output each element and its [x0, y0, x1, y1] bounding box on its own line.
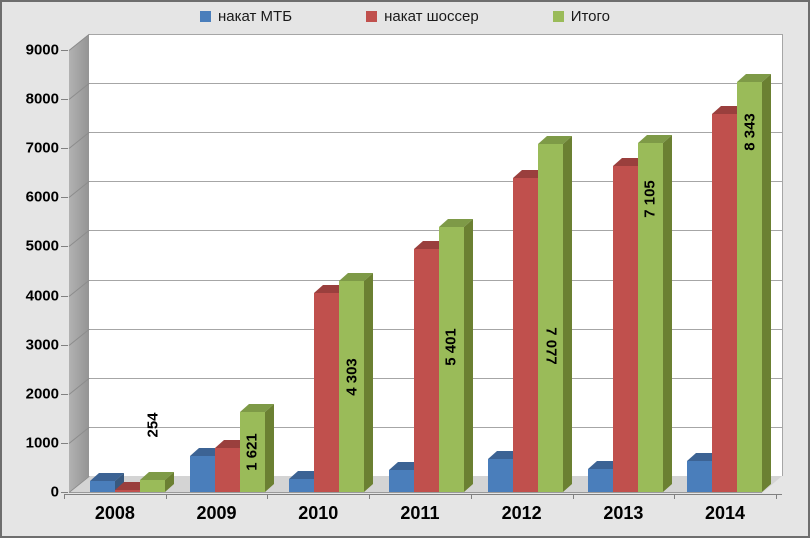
y-axis-tick [61, 246, 68, 248]
x-axis-tick [470, 494, 472, 499]
bar-2011-series2 [438, 218, 473, 492]
gridline [89, 181, 782, 183]
x-axis-label: 2008 [94, 503, 135, 523]
x-axis-label: 2011 [400, 503, 440, 523]
y-axis-tick [61, 148, 68, 150]
y-axis-label: 3000 [25, 336, 59, 354]
legend-label: Итого [570, 8, 611, 25]
legend-label: накат шоссер [384, 8, 479, 25]
y-axis-label: 4000 [25, 287, 59, 305]
y-axis-tick [61, 197, 68, 199]
legend-swatch-icon [366, 11, 378, 22]
bar-data-label: 4 303 [343, 357, 360, 396]
bar-2012-series0 [488, 450, 523, 492]
y-axis-label: 9000 [25, 41, 59, 59]
bar-2014-series2 [737, 74, 772, 492]
bar-2008-series2 [140, 471, 175, 492]
bar-side-face [662, 135, 672, 492]
chart-floor-front-edge [69, 492, 762, 493]
y-axis-label: 2000 [25, 385, 59, 403]
bar-data-label: 5 401 [442, 327, 460, 366]
x-axis-line [64, 494, 782, 495]
bar-side-face [563, 136, 572, 492]
legend-item-1: накат шоссер [366, 8, 479, 25]
legend-swatch-icon [199, 11, 211, 22]
gridline [89, 83, 782, 85]
bar-data-label: 1 621 [243, 433, 261, 472]
gridline [89, 132, 782, 134]
bar-2012-series1 [513, 169, 548, 492]
legend-swatch-icon [552, 11, 564, 22]
x-axis-tick [674, 494, 676, 499]
bar-side-face [264, 404, 274, 492]
bar-side-face [762, 74, 771, 492]
y-axis-tick [61, 492, 68, 493]
bar-2014-series1 [712, 105, 747, 492]
y-axis-label: 1000 [25, 434, 59, 452]
bar-2013-series0 [587, 461, 622, 492]
bar-side-face [463, 218, 473, 492]
x-axis-tick [165, 494, 167, 499]
legend-label: накат МТБ [217, 8, 293, 25]
bar-2014-series0 [687, 452, 722, 492]
bar-2013-series1 [612, 157, 647, 492]
x-axis-label: 2013 [603, 503, 644, 523]
bar-2009-series0 [189, 448, 224, 492]
bar-data-label: 8 343 [741, 113, 758, 152]
x-axis-tick [369, 494, 371, 499]
bar-2010-series0 [289, 471, 324, 492]
x-axis-label: 2014 [705, 503, 746, 523]
legend-item-2: Итого [552, 8, 611, 25]
bar-2008-series1 [115, 482, 150, 492]
bar-2008-series0 [90, 473, 125, 492]
bar-2011-series0 [388, 461, 423, 492]
chart-side-wall [69, 34, 89, 492]
y-axis-label: 6000 [25, 188, 59, 206]
chart-legend: накат МТБ накат шоссер Итого [2, 8, 808, 25]
bar-2010-series1 [314, 285, 349, 492]
bar-data-label: 7 105 [641, 180, 659, 218]
bar-data-label: 254 [144, 412, 161, 438]
legend-item-0: накат МТБ [199, 8, 293, 25]
y-axis-tick [61, 295, 68, 297]
bar-2010-series2 [339, 272, 374, 492]
x-axis-label: 2012 [501, 503, 542, 523]
bar-2013-series2 [637, 135, 672, 492]
x-axis-tick [64, 494, 65, 499]
y-axis-label: 5000 [25, 237, 59, 255]
x-axis-tick [267, 494, 269, 499]
y-axis-tick [61, 442, 68, 444]
x-axis-label: 2010 [298, 503, 339, 523]
y-axis-tick [61, 344, 68, 346]
bar-data-label: 7 077 [542, 327, 559, 366]
x-axis-tick [775, 494, 777, 499]
y-axis-label: 0 [50, 483, 59, 501]
bar-2009-series1 [214, 440, 249, 492]
y-axis-tick [61, 99, 68, 101]
y-axis-tick [61, 393, 68, 395]
bar-side-face [364, 272, 373, 492]
bar-2011-series1 [413, 240, 448, 492]
y-axis-label: 7000 [25, 139, 59, 157]
gridline [89, 230, 782, 232]
bar-2009-series2 [239, 404, 274, 492]
y-axis-label: 8000 [25, 90, 59, 108]
bar-2012-series2 [538, 136, 573, 492]
y-axis-tick [61, 50, 68, 51]
x-axis-label: 2009 [196, 503, 237, 523]
x-axis-tick [572, 494, 574, 499]
gridline [89, 34, 782, 35]
